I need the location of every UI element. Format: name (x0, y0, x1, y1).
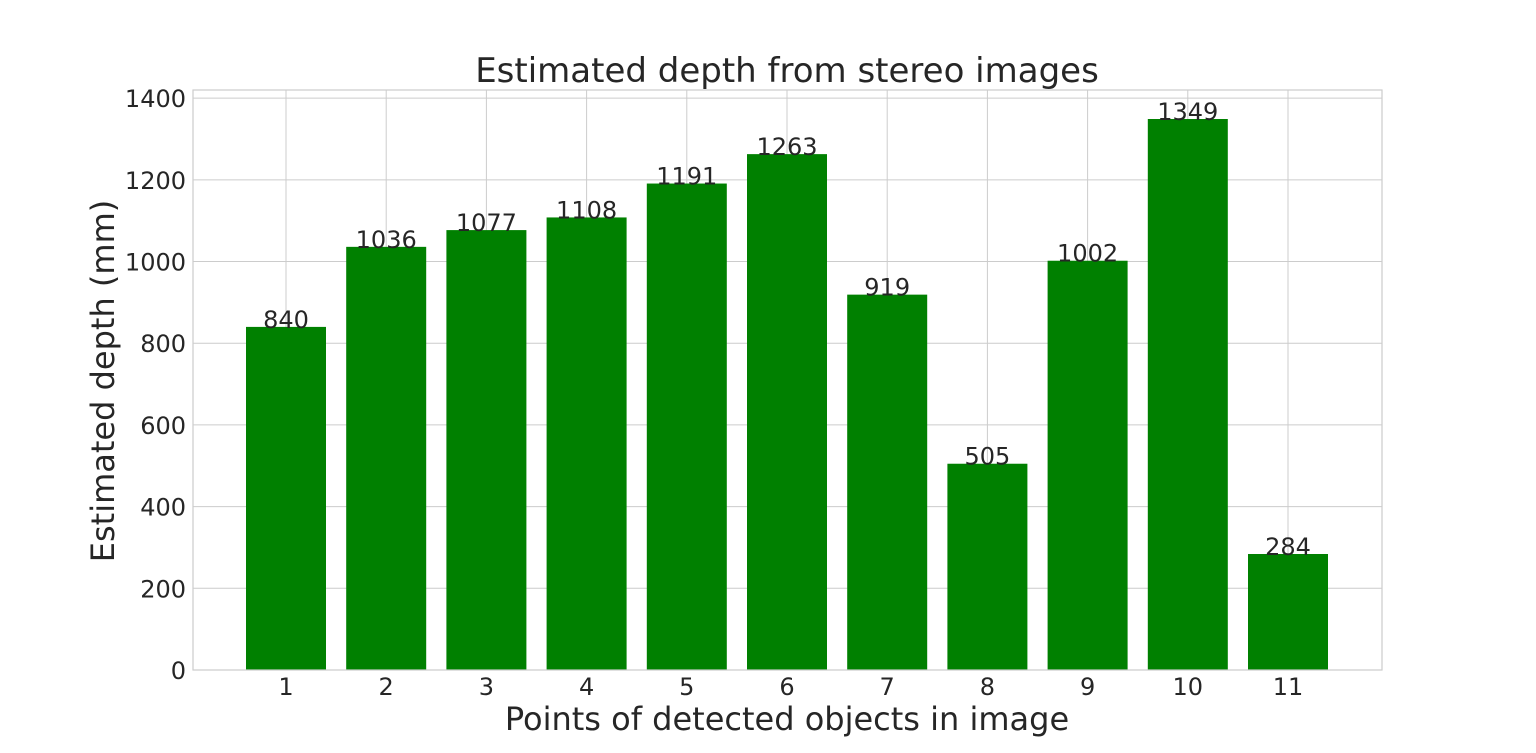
x-axis-title: Points of detected objects in image (505, 700, 1069, 738)
y-tick-label: 0 (171, 657, 186, 685)
bar-2 (346, 246, 427, 670)
x-tick-label: 8 (980, 673, 995, 701)
x-axis-ticks: 1 2 3 4 5 6 7 8 9 10 11 (278, 673, 1303, 701)
x-tick-label: 11 (1273, 673, 1304, 701)
y-tick-label: 200 (140, 575, 186, 603)
y-tick-label: 1000 (125, 249, 186, 277)
bar-5 (646, 183, 727, 670)
data-label: 505 (964, 443, 1010, 471)
y-tick-label: 600 (140, 412, 186, 440)
y-axis-title: Estimated depth (mm) (84, 200, 122, 562)
x-tick-label: 3 (479, 673, 494, 701)
x-tick-label: 10 (1173, 673, 1204, 701)
y-axis-ticks: 0 200 400 600 800 1000 1200 1400 (125, 85, 186, 685)
bar-3 (446, 230, 527, 671)
bar-7 (847, 294, 928, 670)
data-label: 1108 (556, 196, 617, 224)
bar-10 (1147, 119, 1228, 670)
data-label: 840 (263, 306, 309, 334)
data-label: 1077 (456, 209, 517, 237)
data-label: 1036 (356, 226, 417, 254)
data-label: 1349 (1157, 98, 1218, 126)
y-tick-label: 1200 (125, 167, 186, 195)
data-label: 1002 (1057, 240, 1118, 268)
x-tick-label: 1 (278, 673, 293, 701)
x-tick-label: 2 (379, 673, 394, 701)
bar-9 (1047, 260, 1128, 670)
data-label: 284 (1265, 533, 1311, 561)
bar-1 (246, 326, 326, 670)
bar-11 (1248, 554, 1328, 670)
y-tick-label: 400 (140, 494, 186, 522)
x-tick-label: 5 (679, 673, 694, 701)
data-label: 1263 (756, 133, 817, 161)
bar-4 (546, 217, 627, 670)
x-tick-label: 4 (579, 673, 594, 701)
data-labels: 840 1036 1077 1108 1191 1263 919 505 1002 1349 284 (263, 98, 1311, 561)
x-tick-label: 9 (1080, 673, 1095, 701)
chart-title: Estimated depth from stereo images (475, 51, 1099, 91)
plot-frame (192, 89, 1383, 671)
data-label: 1191 (656, 163, 717, 191)
bars (246, 119, 1328, 671)
data-label: 919 (864, 274, 910, 302)
x-tick-label: 7 (880, 673, 895, 701)
bar-6 (747, 154, 827, 670)
bar-8 (947, 463, 1028, 670)
y-tick-label: 1400 (125, 85, 186, 113)
x-tick-label: 6 (779, 673, 794, 701)
y-tick-label: 800 (140, 330, 186, 358)
